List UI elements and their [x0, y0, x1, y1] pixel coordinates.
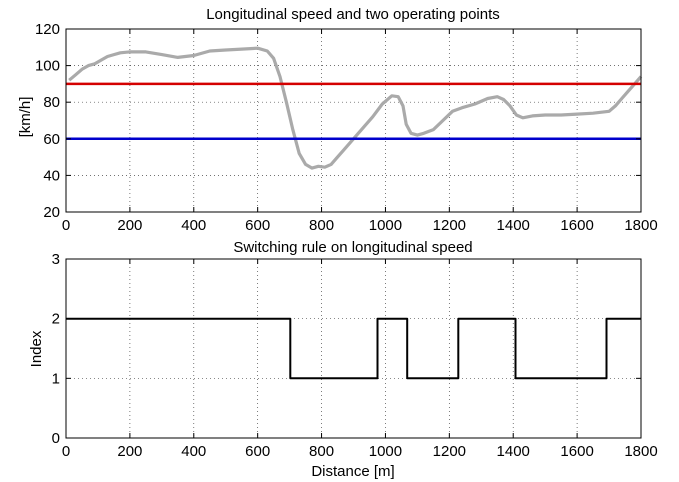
x-tick-label: 600 [245, 217, 270, 234]
x-tick-label: 0 [62, 443, 70, 460]
y-tick-label: 2 [52, 311, 60, 328]
tick-group: 0 200 400 600 800 1000 1200 1400 1600 1800 0 1 2 3 [52, 251, 658, 460]
x-tick-label: 1200 [433, 443, 466, 460]
x-tick-label: 600 [245, 443, 270, 460]
x-tick-label: 400 [181, 217, 206, 234]
tick-group: 0 200 400 600 800 1000 1200 1400 1600 1800 20 40 60 8… [35, 21, 658, 234]
y-tick-label: 20 [43, 204, 60, 221]
plot-frame [65, 258, 642, 439]
x-tick-label: 1600 [560, 443, 593, 460]
grid [66, 29, 641, 212]
y-tick-label: 1 [52, 370, 60, 387]
x-tick-label: 1800 [624, 443, 657, 460]
y-tick-label: 120 [35, 21, 60, 38]
x-tick-label: 1400 [497, 217, 530, 234]
plot-frame [65, 28, 642, 213]
x-tick-label: 1600 [560, 217, 593, 234]
x-tick-label: 800 [309, 443, 334, 460]
x-tick-label: 1000 [369, 217, 402, 234]
series-line-0 [66, 317, 641, 380]
series-group [66, 46, 643, 170]
x-tick-label: 0 [62, 217, 70, 234]
series-group [66, 317, 641, 380]
grid [66, 259, 641, 438]
switching-chart: Switching rule on longitudinal speed Ind… [28, 239, 658, 480]
chart-title: Longitudinal speed and two operating poi… [206, 6, 500, 23]
y-tick-label: 0 [52, 430, 60, 447]
y-axis-label: [km/h] [17, 97, 34, 138]
x-tick-label: 1000 [369, 443, 402, 460]
y-tick-label: 40 [43, 167, 60, 184]
x-tick-label: 1800 [624, 217, 657, 234]
y-tick-label: 3 [52, 251, 60, 268]
x-tick-label: 1400 [497, 443, 530, 460]
series-line-0 [68, 46, 643, 170]
chart-title: Switching rule on longitudinal speed [233, 239, 472, 256]
y-tick-label: 80 [43, 94, 60, 111]
x-tick-label: 400 [181, 443, 206, 460]
x-axis-label: Distance [m] [311, 463, 394, 480]
x-tick-label: 200 [117, 443, 142, 460]
x-tick-label: 200 [117, 217, 142, 234]
y-tick-label: 60 [43, 131, 60, 148]
y-axis-label: Index [28, 330, 45, 367]
speed-chart: Longitudinal speed and two operating poi… [17, 6, 658, 234]
y-tick-label: 100 [35, 58, 60, 75]
x-tick-label: 800 [309, 217, 334, 234]
x-tick-label: 1200 [433, 217, 466, 234]
